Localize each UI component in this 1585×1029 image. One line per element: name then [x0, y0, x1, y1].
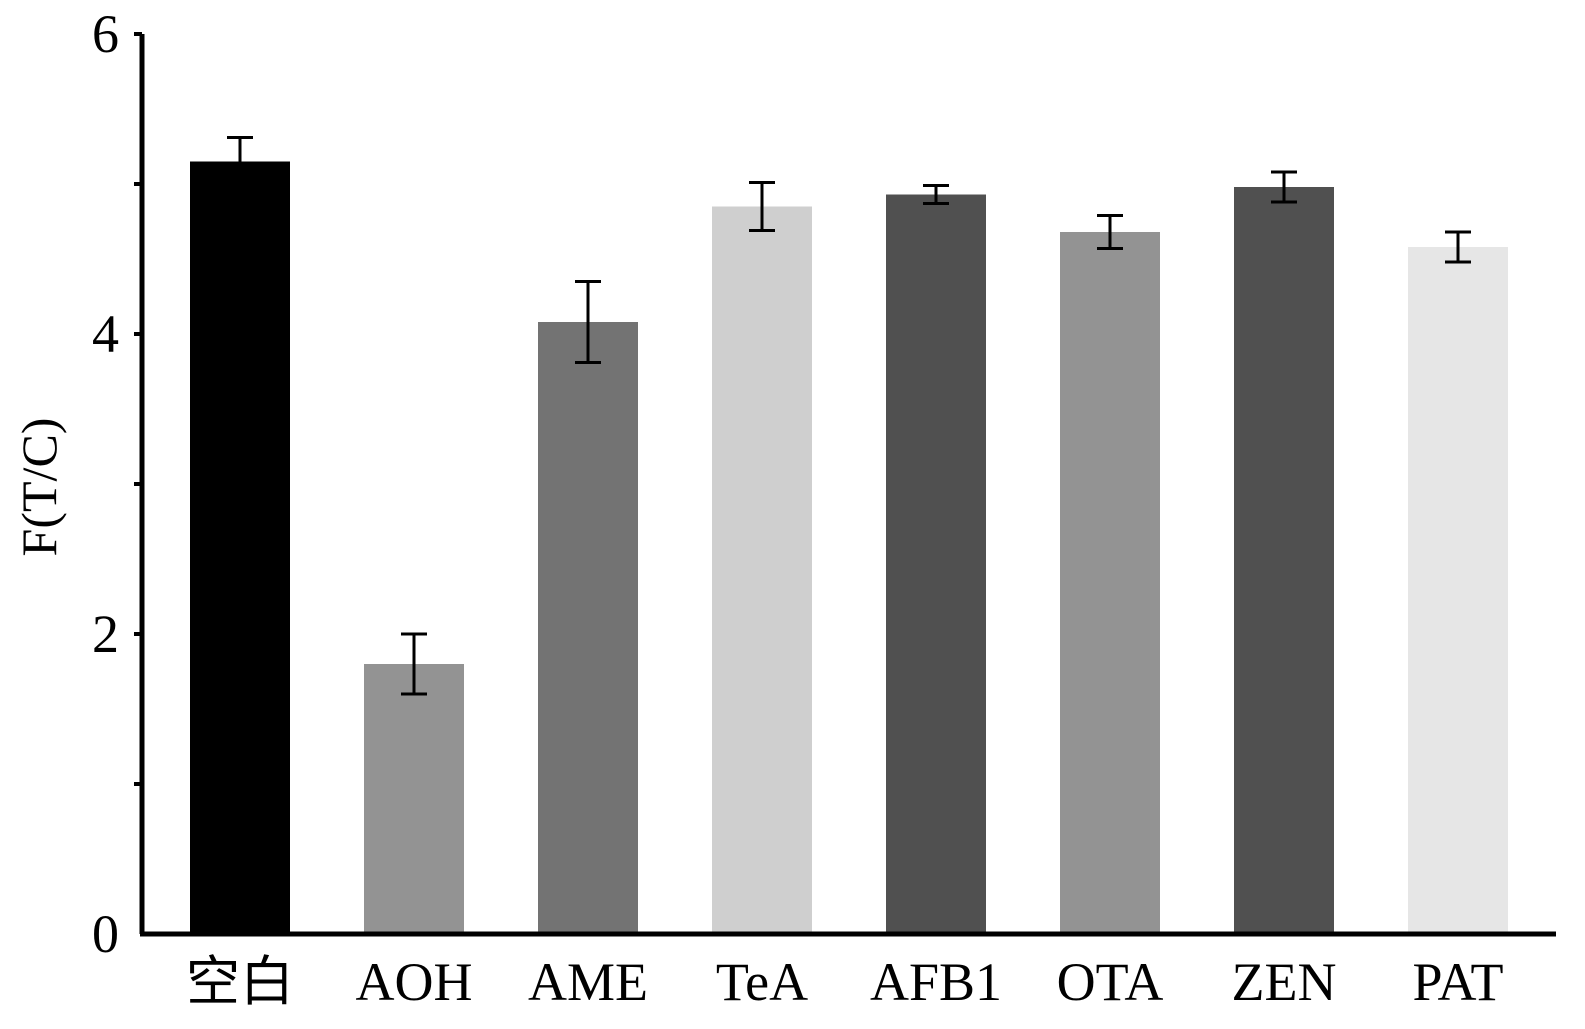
y-tick-label-0: 0: [92, 904, 119, 964]
x-tick-label-3: TeA: [716, 952, 808, 1012]
bar-2: [538, 322, 638, 934]
x-tick-labels-layer: 空白 AOH AME TeA AFB1 OTA ZEN PAT: [186, 952, 1504, 1012]
x-tick-label-7: PAT: [1412, 952, 1503, 1012]
x-tick-label-0: 空白: [186, 952, 294, 1012]
error-bars-layer: [227, 136, 1471, 696]
y-axis-title: F(T/C): [11, 418, 67, 557]
x-tick-label-2: AME: [528, 952, 648, 1012]
y-tick-label-2: 2: [92, 604, 119, 664]
bars-layer: [190, 161, 1508, 934]
bar-3: [712, 206, 812, 934]
y-ticks-layer: 0 2 4 6: [92, 4, 142, 964]
x-tick-label-5: OTA: [1057, 952, 1164, 1012]
bar-0: [190, 161, 290, 934]
x-tick-label-6: ZEN: [1232, 952, 1337, 1012]
x-tick-label-4: AFB1: [870, 952, 1002, 1012]
bar-4: [886, 194, 986, 934]
x-tick-label-1: AOH: [356, 952, 473, 1012]
bar-5: [1060, 232, 1160, 934]
axes-layer: [139, 34, 1556, 937]
y-tick-label-6: 6: [92, 4, 119, 64]
bar-1: [364, 664, 464, 934]
y-tick-label-4: 4: [92, 304, 119, 364]
bar-6: [1234, 187, 1334, 934]
bar-7: [1408, 247, 1508, 934]
